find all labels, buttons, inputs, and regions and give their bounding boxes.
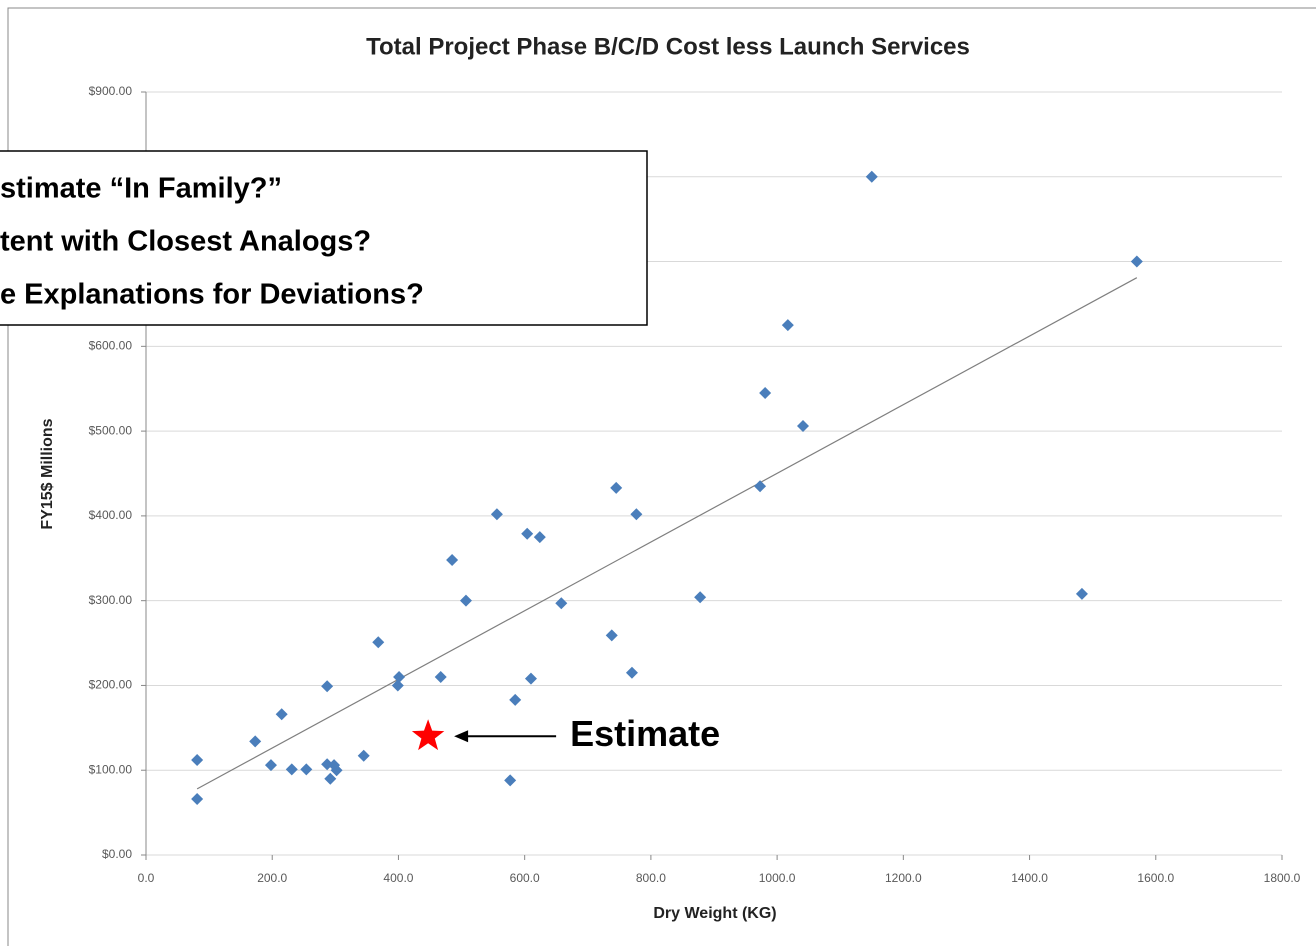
point bbox=[521, 527, 534, 540]
y-tick-label: $500.00 bbox=[89, 423, 133, 437]
point bbox=[357, 749, 370, 762]
callout-line: stimate “In Family?” bbox=[0, 173, 282, 205]
chart-frame bbox=[7, 7, 1316, 946]
point bbox=[1075, 587, 1088, 600]
point bbox=[459, 594, 472, 607]
trendline bbox=[196, 277, 1138, 790]
point bbox=[275, 708, 288, 721]
point bbox=[391, 679, 404, 692]
point bbox=[324, 772, 337, 785]
y-tick-label: $900.00 bbox=[89, 84, 133, 98]
point bbox=[759, 386, 772, 399]
point bbox=[264, 759, 277, 772]
point bbox=[865, 170, 878, 183]
x-tick-label: 200.0 bbox=[257, 871, 287, 885]
point bbox=[249, 735, 262, 748]
point bbox=[434, 670, 447, 683]
callout-line: tent with Closest Analogs? bbox=[0, 226, 371, 258]
point bbox=[191, 754, 204, 767]
point bbox=[630, 508, 643, 521]
point bbox=[605, 629, 618, 642]
point bbox=[754, 480, 767, 493]
point bbox=[330, 764, 343, 777]
point bbox=[372, 636, 385, 649]
y-tick-label: $200.00 bbox=[89, 678, 133, 692]
x-tick-label: 800.0 bbox=[636, 871, 666, 885]
chart-title: Total Project Phase B/C/D Cost less Laun… bbox=[366, 33, 970, 60]
point bbox=[300, 763, 313, 776]
point bbox=[524, 672, 537, 685]
y-tick-label: $600.00 bbox=[89, 339, 133, 353]
point bbox=[504, 774, 517, 787]
x-tick-label: 1000.0 bbox=[759, 871, 796, 885]
point bbox=[285, 763, 298, 776]
point bbox=[625, 666, 638, 679]
x-tick-label: 1800.0 bbox=[1264, 871, 1301, 885]
point bbox=[509, 693, 522, 706]
callout-box bbox=[0, 150, 648, 326]
x-tick-label: 400.0 bbox=[383, 871, 413, 885]
x-tick-label: 0.0 bbox=[138, 871, 155, 885]
arrow-head bbox=[454, 730, 469, 743]
x-tick-label: 1600.0 bbox=[1137, 871, 1174, 885]
callout-line: e Explanations for Deviations? bbox=[0, 279, 424, 311]
point bbox=[610, 481, 623, 494]
point bbox=[781, 319, 794, 332]
x-axis-label: Dry Weight (KG) bbox=[653, 905, 776, 922]
y-tick-label: $100.00 bbox=[89, 762, 133, 776]
point bbox=[446, 553, 459, 566]
y-axis-label: FY15$ Millions bbox=[39, 418, 56, 529]
point bbox=[694, 591, 707, 604]
estimate-label: Estimate bbox=[570, 713, 720, 754]
point bbox=[191, 793, 204, 806]
point bbox=[533, 531, 546, 544]
y-tick-label: $300.00 bbox=[89, 593, 133, 607]
point bbox=[321, 758, 334, 771]
y-tick-label: $400.00 bbox=[89, 508, 133, 522]
point bbox=[490, 508, 503, 521]
point bbox=[555, 597, 568, 610]
point bbox=[393, 670, 406, 683]
point bbox=[321, 680, 334, 693]
point bbox=[1130, 255, 1143, 268]
x-tick-label: 1400.0 bbox=[1011, 871, 1048, 885]
estimate-star bbox=[411, 719, 445, 751]
x-tick-label: 600.0 bbox=[510, 871, 540, 885]
point bbox=[796, 420, 809, 433]
x-tick-label: 1200.0 bbox=[885, 871, 922, 885]
y-tick-label: $0.00 bbox=[102, 847, 132, 861]
